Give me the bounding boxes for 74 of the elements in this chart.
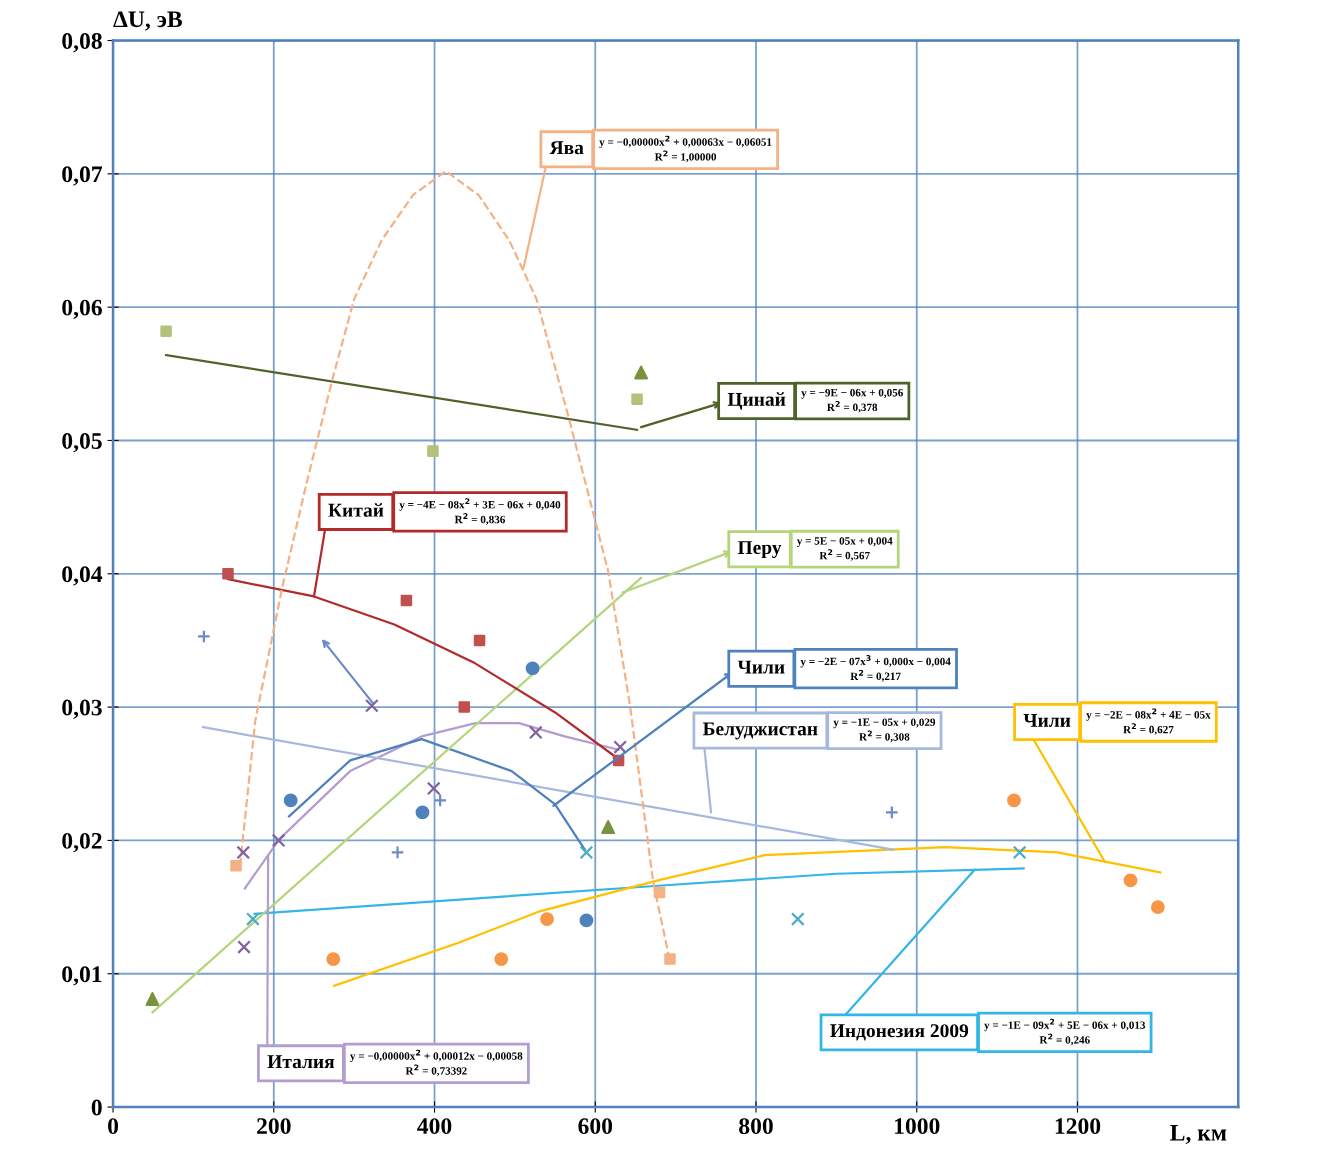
y-tick-label: 0,02: [62, 832, 102, 853]
point: [613, 740, 628, 755]
x-tick-label: 600: [578, 1118, 613, 1135]
point: [283, 793, 298, 808]
y-tick-label: 0,05: [62, 432, 102, 453]
annotation: y = −4E − 08x$^{2}$ + 3E − 06x + 0,040 R$^{2}$ = 0,836: [399, 498, 561, 525]
x-tick-label: 0: [108, 1118, 119, 1135]
y-axis-title: ΔU, эВ: [113, 11, 183, 31]
y-tick-label: 0,01: [62, 966, 102, 986]
point: [145, 992, 160, 1006]
annotation: Перу: [737, 541, 782, 559]
point: [433, 793, 448, 808]
annotation: y = −1E − 09x$^{2}$ + 5E − 06x + 0,013 R$^{2}$ = 0,246: [984, 1018, 1146, 1046]
point: [222, 568, 234, 580]
point: [601, 820, 616, 835]
point: [415, 805, 430, 820]
point: [426, 781, 441, 796]
point: [540, 912, 554, 926]
point: [245, 912, 260, 926]
point: [400, 594, 413, 607]
point: [525, 661, 540, 676]
y-tick-label: 0,04: [62, 566, 103, 586]
annotation: y = 5E − 05x + 0,004 R$^{2}$ = 0,567: [796, 537, 893, 561]
point: [1007, 793, 1021, 808]
annotation: Цинай: [727, 392, 786, 410]
point: [160, 325, 172, 337]
point: [237, 940, 251, 954]
point: [579, 913, 594, 928]
y-tick-label: 0,03: [62, 699, 102, 719]
x-tick-label: 400: [417, 1118, 452, 1135]
point: [884, 805, 899, 820]
annotation: y = −1E − 05x + 0,029 R$^{2}$ = 0,308: [833, 718, 936, 743]
y-tick-label: 0,08: [62, 33, 102, 53]
point: [579, 845, 594, 860]
annotation: Чили: [737, 660, 785, 674]
x-tick-label: 200: [257, 1118, 291, 1135]
point: [458, 701, 471, 713]
annotation: y = −0,00000x$^{2}$ + 0,00012x − 0,00058 R$^{2}$ = 0,73392: [350, 1049, 523, 1077]
point: [1150, 900, 1165, 914]
point: [427, 445, 439, 457]
point: [230, 859, 242, 872]
point: [364, 698, 379, 713]
point: [390, 845, 405, 860]
point: [790, 912, 805, 926]
text: y = −2E − 08x$^{2}$ + 4E − 05x R$^{2}$ = 0,627: [1086, 708, 1211, 735]
y-tick-label: 0,07: [62, 166, 103, 186]
annotation: Китай: [328, 503, 384, 517]
point: [1123, 873, 1138, 888]
point: [631, 393, 643, 405]
annotation: y = −0,00000x$^{2}$ + 0,00063x − 0,06051 R$^{2}$ = 1,00000: [599, 135, 772, 163]
x-axis-title: L, км: [1170, 1124, 1227, 1145]
point: [634, 365, 648, 380]
point: [236, 845, 251, 860]
annotation: Белуджистан: [702, 722, 818, 740]
x-tick-label: 800: [739, 1118, 773, 1135]
y-tick-label: 0: [91, 1099, 102, 1116]
point: [473, 634, 486, 647]
annotation: Чили: [1023, 713, 1071, 727]
point: [528, 725, 543, 740]
point: [196, 629, 211, 644]
text: y = −2E − 07x$^{3}$ + 0,000x − 0,004 R$^{2}$ = 0,217: [800, 655, 951, 682]
annotation: y = −9E − 06x + 0,056 R$^{2}$ = 0,378: [801, 388, 903, 413]
point: [494, 952, 509, 966]
point: [653, 886, 666, 899]
annotation: Ява: [549, 141, 584, 155]
point: [1012, 845, 1027, 860]
x-tick-label: 1200: [1055, 1118, 1101, 1135]
point: [664, 953, 676, 965]
point: [326, 952, 341, 966]
annotation: Индонезия 2009: [830, 1024, 969, 1041]
x-tick-label: 1000: [895, 1118, 940, 1135]
y-tick-label: 0,06: [62, 299, 102, 320]
annotation: Италия: [267, 1055, 335, 1069]
point: [271, 833, 286, 848]
